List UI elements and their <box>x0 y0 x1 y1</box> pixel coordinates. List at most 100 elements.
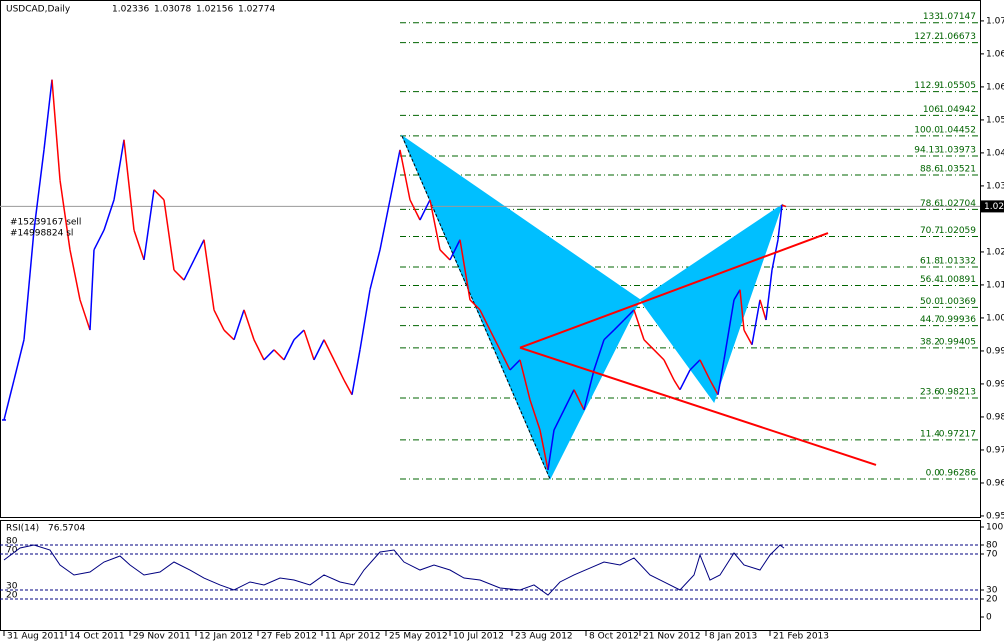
y-tick-label: 1.00 <box>986 313 1004 323</box>
price-bar <box>243 309 255 340</box>
price-bar <box>13 339 25 381</box>
price-bar <box>409 199 421 221</box>
fib-ratio-label: 133 <box>923 12 940 22</box>
price-bar <box>733 289 741 301</box>
price-bar <box>263 349 275 361</box>
y-tick-label: 1.02 <box>986 247 1004 257</box>
fib-ratio-label: 100.0 <box>914 125 940 135</box>
fib-value-label: 0.96286 <box>939 468 976 478</box>
fib-ratio-label: 70.7 <box>920 226 940 236</box>
fib-ratio-label: 61.8 <box>920 256 940 266</box>
fib-value-label: 1.02059 <box>939 226 976 236</box>
price-bar <box>323 339 335 361</box>
pattern-triangle <box>639 203 783 403</box>
y-tick-label: 20 <box>986 595 998 605</box>
price-bar <box>459 239 471 300</box>
x-tick-label: 12 Jan 2012 <box>199 632 253 642</box>
fib-value-label: 1.07147 <box>939 12 976 22</box>
fib-value-label: 0.99936 <box>939 315 976 325</box>
price-bar <box>603 329 615 341</box>
price-bar <box>273 349 285 361</box>
price-bar <box>69 249 81 300</box>
price-bar <box>489 329 501 351</box>
y-tick-label: 0.98 <box>986 412 1004 422</box>
price-bar <box>439 249 451 261</box>
fib-ratio-label: 23.6 <box>920 387 940 397</box>
plot-layer: 0.95 0.96 0.97 0.98 0.99 0.99 1.00 1.01 1.02 1.03… <box>0 12 1004 642</box>
price-bar <box>613 319 625 331</box>
price-bar <box>633 309 645 340</box>
fib-value-label: 1.03973 <box>939 146 976 156</box>
low-price: 1.02156 <box>196 5 233 15</box>
fib-value-label: 1.00369 <box>939 297 976 307</box>
price-bar <box>163 199 175 271</box>
price-bar <box>343 379 353 396</box>
price-bar <box>679 369 691 391</box>
y-tick-label: 1.01 <box>986 280 1004 290</box>
trendline <box>519 232 829 349</box>
y-tick-label: 70 <box>986 550 998 560</box>
x-tick-label: 14 Oct 2011 <box>69 632 125 642</box>
price-bar <box>233 309 245 340</box>
price-bar <box>59 180 71 250</box>
x-tick-label: 31 Aug 2011 <box>7 632 65 642</box>
fib-value-label: 1.02704 <box>939 199 976 209</box>
price-bar <box>709 379 719 396</box>
y-tick-label: 1.06 <box>986 49 1004 59</box>
price-bar <box>253 339 265 361</box>
price-bar <box>369 249 381 290</box>
price-bar <box>379 199 391 250</box>
x-tick-label: 27 Feb 2012 <box>261 632 317 642</box>
price-bar <box>223 329 235 341</box>
price-bar <box>777 204 783 240</box>
pattern-xa-dashed <box>401 135 551 480</box>
fib-ratio-label: 94.13 <box>914 146 940 156</box>
price-bar <box>389 149 401 200</box>
fib-ratio-label: 112.9 <box>914 81 940 91</box>
price-bar <box>399 149 411 200</box>
rsi-line <box>3 544 785 596</box>
current-price-box <box>981 200 1004 213</box>
y-tick-label: 0 <box>986 613 992 623</box>
price-bar <box>529 399 541 431</box>
price-bar <box>183 259 195 281</box>
order-label: #14998824 sl <box>10 229 73 239</box>
price-bar <box>313 339 325 361</box>
y-tick-label: 0.97 <box>986 445 1004 455</box>
fib-value-label: 1.03521 <box>939 165 976 175</box>
y-tick-label: 1.03 <box>986 181 1004 191</box>
fib-ratio-label: 56.4 <box>920 275 940 285</box>
price-bar <box>333 359 345 381</box>
fib-ratio-label: 50.0 <box>920 297 940 307</box>
price-bar <box>89 249 95 331</box>
open-price: 1.02336 <box>112 5 149 15</box>
rsi-level-label: 70 <box>6 546 18 556</box>
price-bar <box>771 239 779 271</box>
y-tick-label: 30 <box>986 586 998 596</box>
main-panel-frame <box>0 0 981 518</box>
price-bar <box>673 379 681 391</box>
price-bar <box>723 299 735 361</box>
fib-ratio-label: 78.6 <box>920 199 940 209</box>
price-bar <box>509 359 521 371</box>
y-tick-label: 1.06 <box>986 82 1004 92</box>
x-tick-label: 11 Apr 2012 <box>325 632 381 642</box>
fib-ratio-label: 11.4 <box>920 429 940 439</box>
price-bar <box>79 299 91 331</box>
price-bar <box>213 309 225 331</box>
fib-value-label: 0.97217 <box>939 429 976 439</box>
price-bar <box>283 339 295 361</box>
price-bar <box>359 289 371 350</box>
price-bar <box>547 429 555 471</box>
price-bar <box>499 349 511 371</box>
price-bar <box>123 139 135 231</box>
price-bar <box>479 309 491 331</box>
price-bar <box>717 359 725 395</box>
price-bar <box>429 199 441 250</box>
price-bar <box>739 289 745 331</box>
fib-ratio-label: 44.7 <box>920 315 940 325</box>
rsi-panel-frame <box>0 520 981 631</box>
price-bar <box>133 229 145 261</box>
y-tick-label: 0.96 <box>986 478 1004 488</box>
